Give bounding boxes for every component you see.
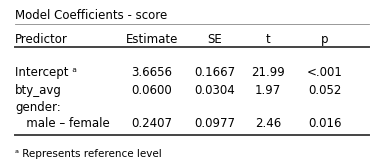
- Text: Estimate: Estimate: [126, 33, 178, 46]
- Text: 2.46: 2.46: [255, 117, 281, 130]
- Text: 21.99: 21.99: [251, 66, 285, 79]
- Text: 0.0600: 0.0600: [131, 84, 173, 97]
- Text: 0.2407: 0.2407: [131, 117, 173, 130]
- Text: 0.1667: 0.1667: [194, 66, 235, 79]
- Text: 0.0304: 0.0304: [194, 84, 235, 97]
- Text: Model Coefficients - score: Model Coefficients - score: [15, 9, 168, 22]
- Text: <.001: <.001: [307, 66, 343, 79]
- Text: bty_avg: bty_avg: [15, 84, 62, 97]
- Text: 0.052: 0.052: [308, 84, 342, 97]
- Text: 1.97: 1.97: [255, 84, 281, 97]
- Text: Predictor: Predictor: [15, 33, 68, 46]
- Text: 0.016: 0.016: [308, 117, 342, 130]
- Text: SE: SE: [207, 33, 222, 46]
- Text: Intercept ᵃ: Intercept ᵃ: [15, 66, 77, 79]
- Text: ᵃ Represents reference level: ᵃ Represents reference level: [15, 149, 162, 159]
- Text: t: t: [266, 33, 270, 46]
- Text: 0.0977: 0.0977: [194, 117, 235, 130]
- Text: 3.6656: 3.6656: [131, 66, 173, 79]
- Text: male – female: male – female: [15, 117, 110, 130]
- Text: gender:: gender:: [15, 101, 61, 114]
- Text: p: p: [321, 33, 329, 46]
